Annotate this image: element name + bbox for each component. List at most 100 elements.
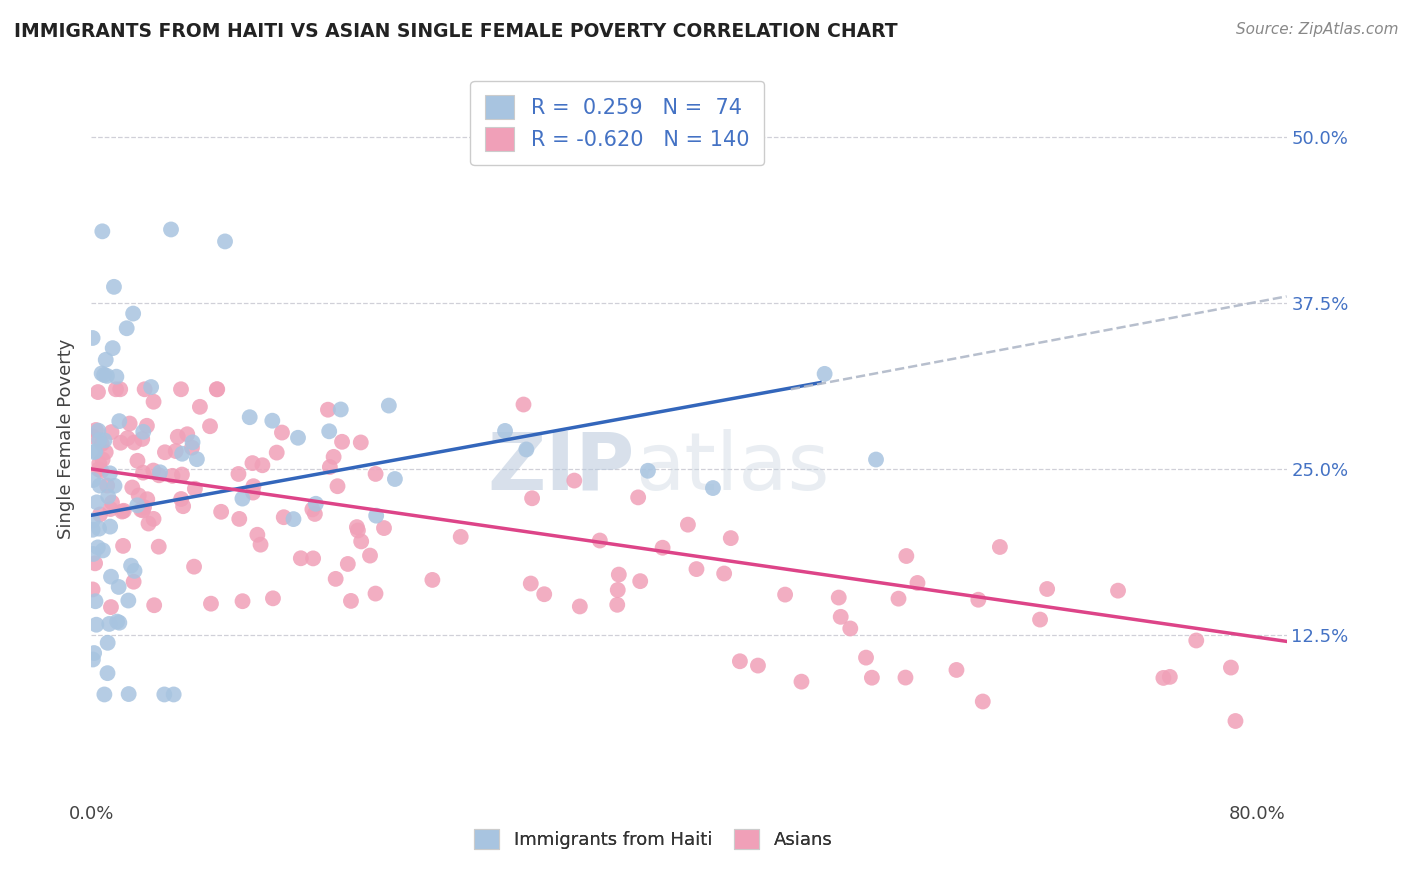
Y-axis label: Single Female Poverty: Single Female Poverty [58,339,75,540]
Point [865,452,887,467]
Point [82,652,104,666]
Point [162,468,184,483]
Point [96,666,118,681]
Point [165,444,187,458]
Point [183,559,205,574]
Point [364,586,387,600]
Point [132,500,155,515]
Point [728,654,751,668]
Point [209,505,232,519]
Point [305,497,328,511]
Point [117,431,139,445]
Point [512,398,534,412]
Point [172,447,194,461]
Point [1036,582,1059,596]
Point [134,382,156,396]
Point [181,435,204,450]
Text: atlas: atlas [636,429,830,507]
Point [83,445,105,459]
Point [304,507,326,521]
Point [139,380,162,394]
Point [135,418,157,433]
Point [97,490,120,504]
Point [200,597,222,611]
Point [84,557,107,571]
Point [290,551,312,566]
Point [720,531,742,545]
Point [589,533,612,548]
Point [359,549,381,563]
Point [637,464,659,478]
Point [242,479,264,493]
Point [100,425,122,439]
Point [186,452,208,467]
Point [346,520,368,534]
Point [84,423,107,437]
Point [100,502,122,516]
Point [252,458,274,473]
Point [907,576,929,591]
Point [188,400,211,414]
Point [302,551,325,566]
Point [83,646,105,660]
Point [713,566,735,581]
Point [350,435,373,450]
Point [336,557,359,571]
Point [100,600,122,615]
Point [329,402,352,417]
Point [96,478,118,492]
Point [90,437,112,451]
Point [103,280,125,294]
Point [384,472,406,486]
Point [1185,633,1208,648]
Point [96,368,118,383]
Point [91,452,114,467]
Point [887,591,910,606]
Point [813,367,835,381]
Point [207,382,229,396]
Point [170,467,193,482]
Point [124,564,146,578]
Point [84,444,107,458]
Point [108,414,131,428]
Point [170,491,193,506]
Point [322,450,344,464]
Point [231,594,253,608]
Point [271,425,294,440]
Point [149,465,172,479]
Text: ZIP: ZIP [488,429,636,507]
Point [94,445,117,459]
Point [494,424,516,438]
Point [138,516,160,531]
Point [103,479,125,493]
Point [120,558,142,573]
Point [98,519,121,533]
Point [90,464,112,478]
Point [101,495,124,509]
Point [87,424,110,438]
Point [1029,613,1052,627]
Point [1152,671,1174,685]
Point [266,445,288,459]
Point [91,543,114,558]
Point [330,434,353,449]
Point [839,622,862,636]
Point [972,694,994,708]
Point [100,570,122,584]
Point [131,432,153,446]
Point [128,488,150,502]
Point [228,467,250,481]
Point [896,549,918,563]
Point [262,591,284,606]
Point [82,331,104,345]
Point [228,512,250,526]
Point [118,687,141,701]
Point [988,540,1011,554]
Point [685,562,707,576]
Point [104,382,127,396]
Point [301,502,323,516]
Point [828,591,851,605]
Point [160,222,183,236]
Point [107,580,129,594]
Point [347,524,370,538]
